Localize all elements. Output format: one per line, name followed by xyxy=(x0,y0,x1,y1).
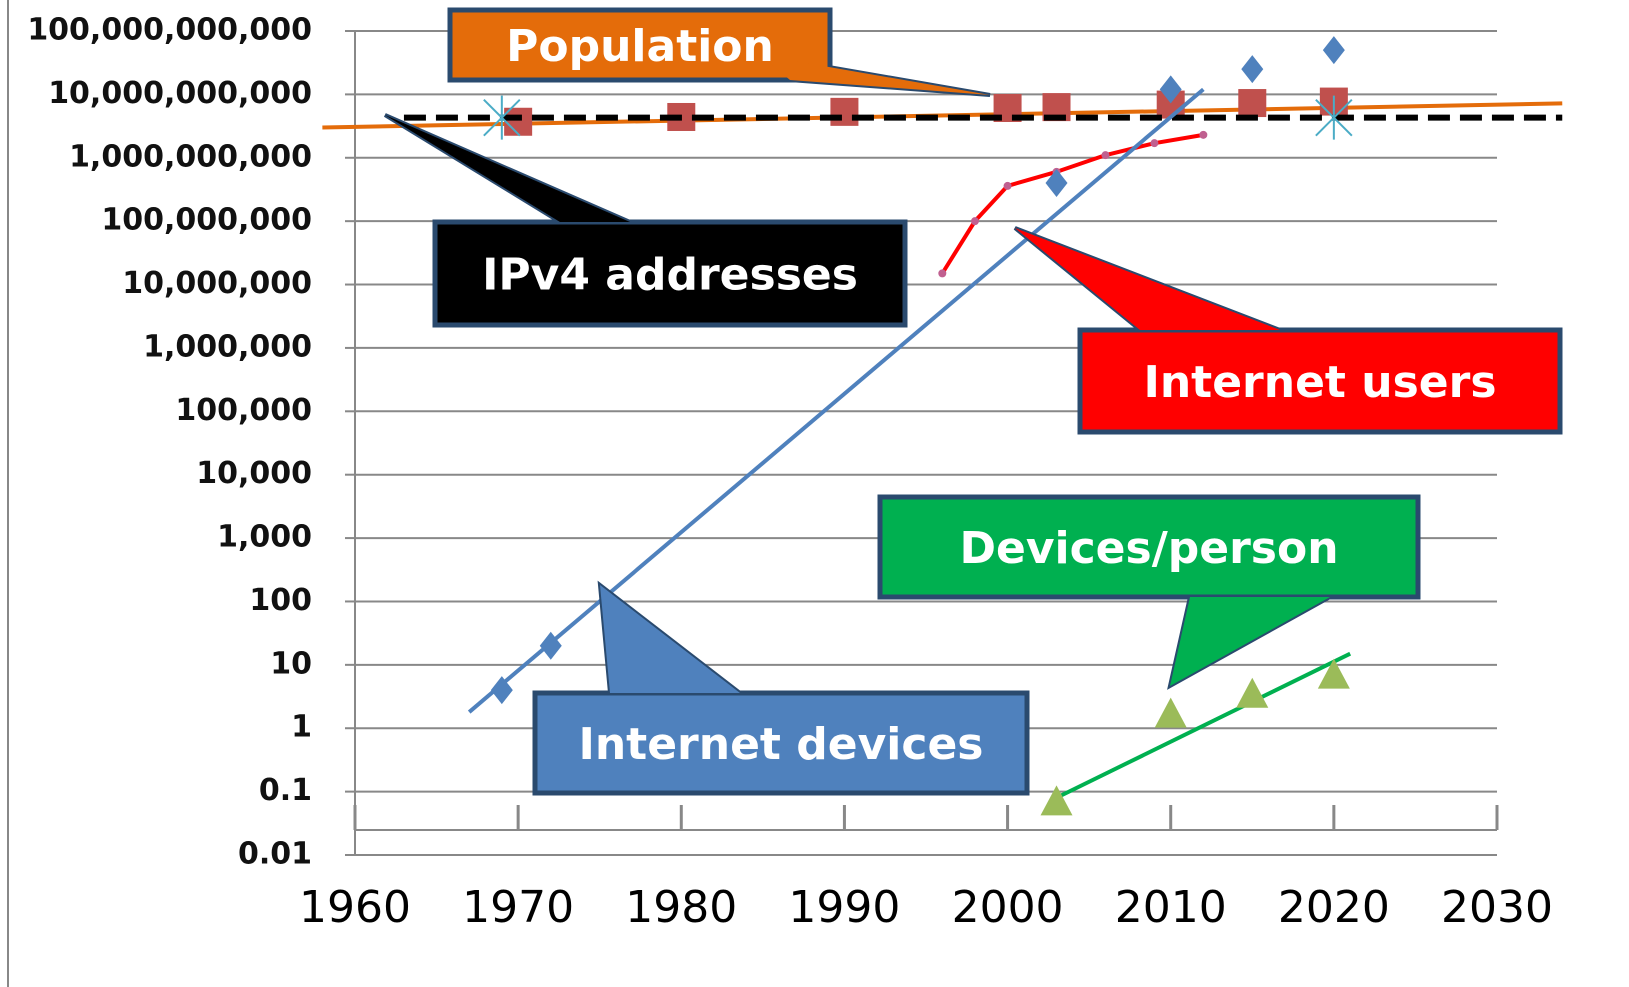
marker xyxy=(1045,168,1068,197)
callout-label: IPv4 addresses xyxy=(482,250,858,301)
callout-join xyxy=(385,115,630,222)
marker xyxy=(1241,55,1264,84)
callout-join xyxy=(600,585,740,693)
x-tick-label: 1970 xyxy=(462,882,574,933)
marker xyxy=(1159,75,1182,104)
marker xyxy=(1315,95,1353,140)
marker xyxy=(1154,697,1187,728)
y-tick-label: 1,000 xyxy=(217,520,312,555)
callout-box xyxy=(877,494,1421,600)
marker xyxy=(1199,130,1208,139)
marker xyxy=(483,95,521,140)
callout-label: Population xyxy=(506,21,774,72)
marker xyxy=(938,269,947,278)
y-tick-label: 100,000 xyxy=(175,393,312,428)
marker xyxy=(1003,181,1012,190)
x-tick-label: 2010 xyxy=(1115,882,1227,933)
marker xyxy=(1236,677,1269,708)
marks xyxy=(322,36,1563,816)
y-tick-label: 10,000,000,000 xyxy=(48,76,312,111)
callouts: Population IPv4 addresses Internet users De… xyxy=(383,7,1563,796)
y-tick-label: 1,000,000,000 xyxy=(69,139,312,174)
marker xyxy=(1150,139,1159,148)
y-tick-label: 0.01 xyxy=(238,837,312,872)
marker xyxy=(1040,785,1073,816)
callout-box xyxy=(532,690,1030,796)
x-tick-label: 2030 xyxy=(1441,882,1553,933)
marker xyxy=(1101,151,1110,160)
x-tick-label: 1960 xyxy=(299,882,411,933)
trend-line xyxy=(467,87,1205,714)
y-tick-label: 100,000,000,000 xyxy=(27,13,312,48)
y-tick-label: 1,000,000 xyxy=(143,329,312,364)
callout-join xyxy=(1170,597,1330,686)
marker xyxy=(504,107,533,136)
x-tick-label: 2000 xyxy=(952,882,1064,933)
y-tick-label: 10,000,000 xyxy=(122,266,312,301)
callout-box xyxy=(1077,327,1563,435)
callout-label: Internet users xyxy=(1143,357,1496,408)
x-tick-label: 1980 xyxy=(625,882,737,933)
marker xyxy=(970,217,979,226)
marker xyxy=(490,676,513,705)
marker xyxy=(1322,36,1345,65)
callout-box xyxy=(432,219,908,328)
y-tick-label: 100 xyxy=(249,583,312,618)
marker xyxy=(1238,89,1267,118)
x-tick-label: 1990 xyxy=(788,882,900,933)
trend-line xyxy=(1055,651,1352,800)
callout-join xyxy=(760,55,990,95)
y-tick-label: 10 xyxy=(270,646,312,681)
y-tick-label: 0.1 xyxy=(259,773,312,808)
callout-join xyxy=(1015,228,1280,330)
y-tick-label: 100,000,000 xyxy=(101,203,312,238)
marker xyxy=(539,631,562,660)
marker xyxy=(1317,658,1350,689)
y-tick-label: 10,000 xyxy=(196,456,312,491)
callout-label: Internet devices xyxy=(578,719,983,770)
marker xyxy=(830,97,859,126)
callout-label: Devices/person xyxy=(959,523,1338,574)
y-tick-label: 1 xyxy=(291,710,312,745)
callout-box xyxy=(447,7,833,83)
x-tick-label: 2020 xyxy=(1278,882,1390,933)
